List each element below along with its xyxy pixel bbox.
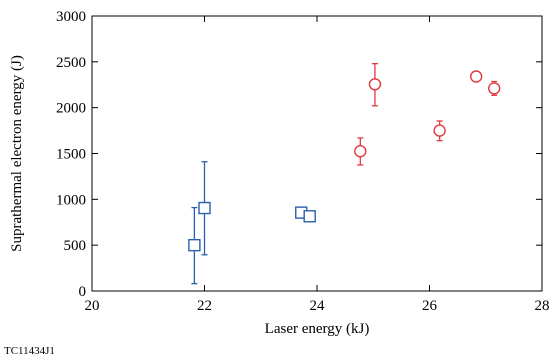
plot-frame (91, 15, 543, 292)
data-point-circle (469, 70, 483, 83)
y-tick-label: 1000 (56, 192, 86, 208)
figure-id: TC11434J1 (4, 345, 55, 357)
x-axis-ticks: 20 22 24 26 28 (85, 16, 550, 314)
x-tick-label: 28 (535, 298, 550, 314)
x-axis-label: Laser energy (kJ) (265, 321, 370, 337)
data-point-circle (368, 78, 382, 91)
x-tick-label: 26 (422, 298, 438, 314)
data-point-circle (487, 82, 501, 95)
y-axis-ticks: 0 500 1000 1500 2000 2500 3000 (56, 9, 542, 300)
y-axis-label: Suprathermal electron energy (J) (9, 55, 25, 252)
x-tick-label: 24 (310, 298, 326, 314)
data-point-square (188, 238, 201, 252)
data-point-square (198, 201, 211, 215)
y-tick-label: 3000 (56, 9, 86, 25)
y-tick-label: 1500 (56, 147, 86, 163)
x-tick-label: 22 (197, 298, 212, 314)
series-circle (354, 63, 501, 166)
x-tick-label: 20 (85, 298, 100, 314)
axes (91, 15, 543, 292)
y-tick-label: 2500 (56, 55, 86, 71)
y-tick-label: 0 (79, 284, 87, 300)
data-point-circle (433, 124, 446, 137)
data-points (188, 63, 501, 285)
y-tick-label: 500 (64, 238, 87, 254)
data-point-square (303, 210, 316, 223)
y-tick-label: 2000 (56, 101, 86, 117)
series-square (188, 161, 316, 285)
data-point-circle (354, 145, 367, 158)
